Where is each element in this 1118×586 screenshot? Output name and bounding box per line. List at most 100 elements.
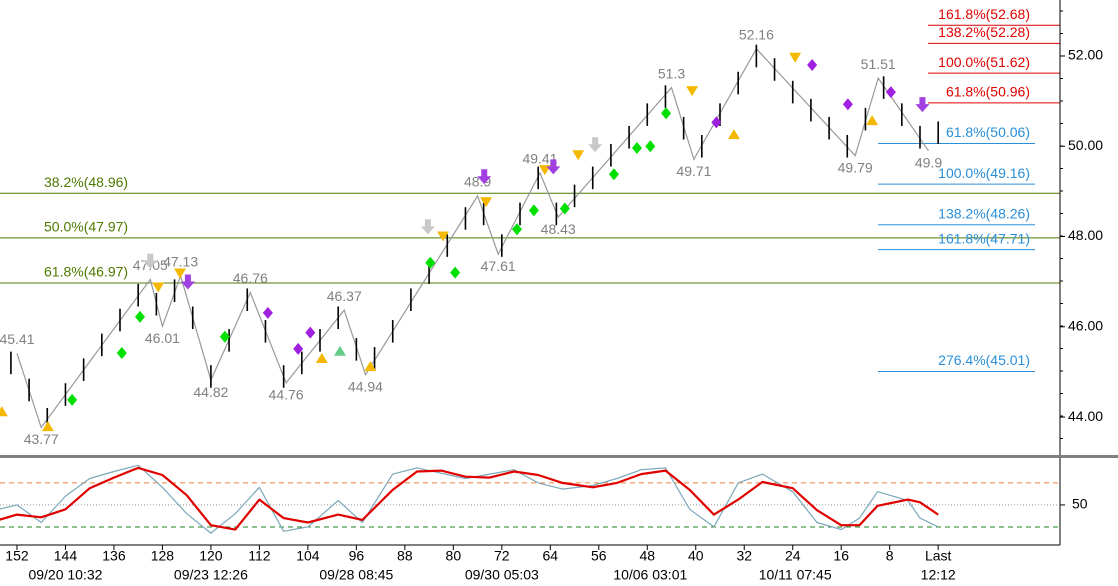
signal-marker: [437, 231, 450, 242]
x-tick-label: 88: [397, 548, 413, 564]
signal-marker: [152, 282, 165, 293]
signal-marker: [480, 197, 493, 208]
swing-label: 49.9: [915, 154, 942, 170]
x-tick-label: 16: [833, 548, 849, 564]
swing-line: [16, 47, 929, 429]
signal-marker: [219, 330, 230, 343]
x-tick-label: 112: [248, 548, 271, 564]
x-date-label: 09/28 08:45: [319, 567, 393, 583]
signal-marker: [608, 168, 619, 181]
x-tick-label: 136: [102, 548, 126, 564]
y-tick-label: 48.00: [1068, 227, 1103, 243]
swing-label: 49.79: [838, 159, 873, 175]
signal-marker: [645, 140, 656, 153]
signal-marker: [588, 137, 603, 153]
signal-marker: [511, 223, 522, 236]
x-tick-label: 96: [349, 548, 365, 564]
swing-label: 46.37: [327, 288, 362, 304]
signal-marker: [866, 115, 879, 126]
signal-marker: [180, 274, 195, 290]
x-tick-label: 56: [591, 548, 607, 564]
panel-separator: [0, 455, 1118, 458]
fib-label: 100.0%(49.16): [938, 165, 1030, 181]
x-tick-label: 120: [199, 548, 223, 564]
signal-marker: [262, 306, 273, 319]
x-tick-label: 80: [446, 548, 462, 564]
signal-marker: [572, 150, 585, 161]
fib-label: 61.8%(50.96): [946, 84, 1030, 100]
x-date-label: 09/30 05:03: [465, 567, 539, 583]
swing-label: 45.41: [0, 331, 35, 347]
signal-marker: [334, 345, 346, 356]
signal-marker: [116, 346, 127, 359]
fib-label: 276.4%(45.01): [938, 352, 1030, 368]
signal-marker: [915, 97, 930, 113]
signal-marker: [661, 107, 672, 120]
x-tick-label: 24: [785, 548, 801, 564]
swing-label: 51.51: [861, 56, 896, 72]
swing-label: 49.41: [522, 151, 557, 167]
fib-label: 161.8%(47.71): [938, 230, 1030, 246]
oscillator-line: [0, 464, 939, 534]
x-tick-label: 32: [736, 548, 752, 564]
x-date-label: 09/23 12:26: [174, 567, 248, 583]
x-tick-label: 104: [296, 548, 320, 564]
signal-marker: [686, 86, 699, 97]
signal-marker: [727, 129, 740, 140]
fib-label: 138.2%(48.26): [938, 205, 1030, 221]
fib-label: 161.8%(52.68): [938, 6, 1030, 22]
y-tick-label: 44.00: [1068, 408, 1103, 424]
swing-label: 48.9: [464, 174, 491, 190]
swing-label: 49.71: [676, 163, 711, 179]
signal-marker: [0, 406, 8, 417]
signal-marker: [364, 361, 377, 372]
signal-marker: [67, 393, 78, 406]
fib-label: 100.0%(51.62): [938, 54, 1030, 70]
signal-marker: [885, 86, 896, 99]
signal-marker: [293, 342, 304, 355]
osc-y-tick-label: 50: [1072, 496, 1088, 512]
signal-marker: [546, 159, 561, 175]
signal-marker: [842, 98, 853, 111]
signal-marker: [631, 142, 642, 155]
signal-marker: [789, 52, 802, 63]
fib-label: 50.0%(47.97): [44, 219, 128, 235]
swing-label: 46.76: [233, 270, 268, 286]
x-tick-label: Last: [925, 548, 952, 564]
x-tick-label: 72: [494, 548, 510, 564]
signal-marker: [41, 421, 54, 432]
x-tick-label: 144: [54, 548, 78, 564]
swing-label: 44.94: [348, 378, 383, 394]
signal-marker: [450, 266, 461, 279]
swing-label: 51.3: [658, 65, 685, 81]
swing-label: 47.61: [481, 258, 516, 274]
fib-label: 61.8%(46.97): [44, 264, 128, 280]
swing-label: 44.76: [269, 386, 304, 402]
y-tick-label: 52.00: [1068, 47, 1103, 63]
signal-marker: [711, 116, 722, 129]
signal-marker: [425, 256, 436, 269]
x-tick-label: 64: [543, 548, 559, 564]
signal-marker: [135, 310, 145, 323]
signal-marker: [315, 352, 328, 363]
swing-label: 47.13: [163, 254, 198, 270]
x-tick-label: 152: [5, 548, 29, 564]
fib-label: 38.2%(48.96): [44, 174, 128, 190]
y-tick-label: 46.00: [1068, 318, 1103, 334]
signal-marker: [559, 202, 570, 215]
signal-marker: [477, 169, 492, 185]
swing-label: 44.82: [193, 384, 228, 400]
x-date-label: 10/11 07:45: [759, 567, 832, 583]
swing-label: 43.77: [24, 431, 59, 447]
signal-marker: [528, 204, 539, 217]
x-date-label: 10/06 03:01: [613, 567, 687, 583]
swing-label: 48.43: [541, 221, 576, 237]
signal-marker: [420, 219, 435, 235]
y-tick-label: 50.00: [1068, 137, 1103, 153]
x-date-label: 09/20 10:32: [28, 567, 102, 583]
x-tick-label: 48: [639, 548, 655, 564]
signal-marker: [143, 253, 158, 269]
x-tick-label: 128: [151, 548, 175, 564]
fib-label: 138.2%(52.28): [938, 24, 1030, 40]
